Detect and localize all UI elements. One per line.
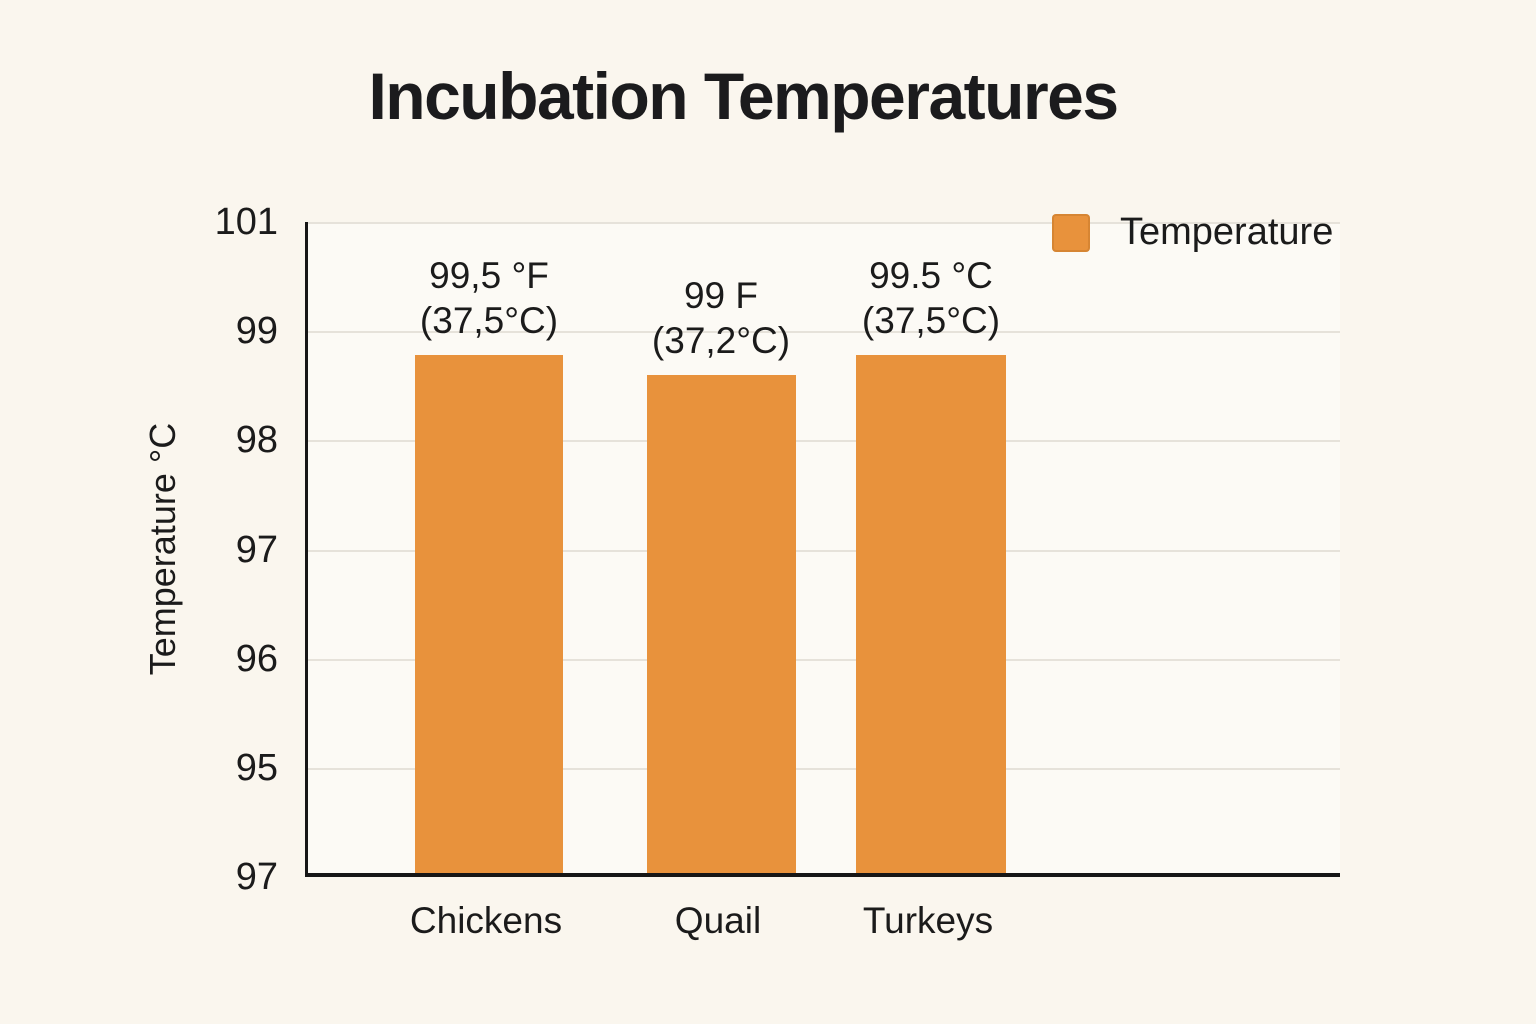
- legend-swatch: [1052, 213, 1090, 252]
- x-label-quail: Quail: [674, 900, 762, 941]
- y-tick-label: 95: [235, 747, 278, 789]
- y-tick-label: 97: [235, 529, 278, 571]
- gridline: [308, 659, 1340, 661]
- bar-value-label-chickens: 99,5 °F (37,5°C): [420, 253, 558, 343]
- gridline: [308, 440, 1340, 442]
- gridline: [308, 768, 1340, 770]
- chart-title: Incubation Temperatures: [368, 59, 1119, 133]
- bar-value-celsius: (37,5°C): [419, 300, 559, 341]
- y-axis-ticks: 101 99 98 97 96 95 97: [140, 203, 278, 896]
- legend: Temperature: [1052, 211, 1333, 254]
- y-tick-label: 97: [235, 856, 278, 898]
- plot-area: 99,5 °F (37,5°C) 99 F (37,2°C) 99.5 °C (…: [305, 222, 1340, 877]
- bar-value-fahrenheit: 99 F: [683, 275, 759, 316]
- x-label-turkeys: Turkeys: [862, 900, 994, 941]
- bar-value-fahrenheit: 99,5 °F: [429, 255, 549, 296]
- bar-value-celsius: (37,5°C): [861, 300, 1001, 341]
- gridline: [308, 331, 1340, 333]
- gridline: [308, 222, 1340, 224]
- bar-turkeys: [856, 355, 1006, 873]
- y-tick-label: 101: [214, 201, 278, 243]
- bar-value-celsius: (37,2°C): [651, 320, 791, 361]
- x-axis-labels: Chickens Quail Turkeys: [305, 900, 1337, 944]
- bar-chickens: [415, 355, 563, 873]
- bar-quail: [647, 375, 796, 873]
- x-label-chickens: Chickens: [409, 900, 563, 941]
- bar-value-label-quail: 99 F (37,2°C): [652, 273, 790, 363]
- bar-value-fahrenheit: 99.5 °C: [869, 255, 993, 296]
- gridline: [308, 550, 1340, 552]
- y-tick-label: 96: [235, 638, 278, 680]
- legend-label: Temperature: [1120, 211, 1334, 253]
- bar-value-label-turkeys: 99.5 °C (37,5°C): [862, 253, 1000, 343]
- y-tick-label: 98: [235, 419, 278, 461]
- y-tick-label: 99: [235, 310, 278, 352]
